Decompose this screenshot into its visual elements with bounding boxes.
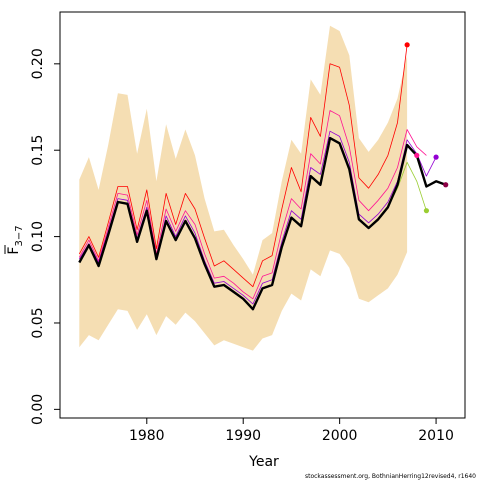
x-tick-label-2010: 2010 bbox=[418, 428, 454, 444]
end-point-2009 bbox=[423, 208, 430, 214]
end-point-2011 bbox=[443, 182, 449, 188]
end-point-2008 bbox=[414, 152, 420, 158]
y-tick-label-1: 0.05 bbox=[30, 307, 46, 338]
y-axis-title: F3−7 bbox=[4, 225, 25, 255]
x-axis: 1980 1990 2000 2010 bbox=[129, 418, 454, 444]
y-tick-label-2: 0.10 bbox=[30, 221, 46, 252]
confidence-band bbox=[79, 25, 408, 351]
x-tick-label-2000: 2000 bbox=[322, 428, 358, 444]
end-point-2010 bbox=[433, 154, 439, 160]
x-tick-label-1980: 1980 bbox=[129, 428, 165, 444]
svg-text:F3−7: F3−7 bbox=[6, 225, 25, 254]
confidence-band-layer bbox=[79, 25, 408, 351]
series-line-retro2 bbox=[78, 110, 427, 300]
series-layer bbox=[78, 44, 447, 311]
series-line-retro1 bbox=[78, 44, 408, 288]
series-line-base bbox=[78, 136, 447, 311]
y-tick-label-3: 0.15 bbox=[30, 135, 46, 166]
y-tick-label-0: 0.00 bbox=[30, 394, 46, 425]
footer-credit: stockassessment.org, BothnianHerring12re… bbox=[305, 473, 476, 480]
y-tick-label-4: 0.20 bbox=[30, 48, 46, 79]
y-axis-title-main: F bbox=[6, 247, 22, 255]
x-tick-label-1990: 1990 bbox=[225, 428, 261, 444]
x-axis-title: Year bbox=[248, 454, 279, 470]
y-axis-title-sub: 3−7 bbox=[14, 225, 25, 246]
y-axis: 0.00 0.05 0.10 0.15 0.20 bbox=[30, 48, 60, 425]
plot-frame bbox=[59, 11, 466, 419]
end-point-2007 bbox=[404, 42, 410, 48]
end-points-layer bbox=[404, 42, 449, 214]
